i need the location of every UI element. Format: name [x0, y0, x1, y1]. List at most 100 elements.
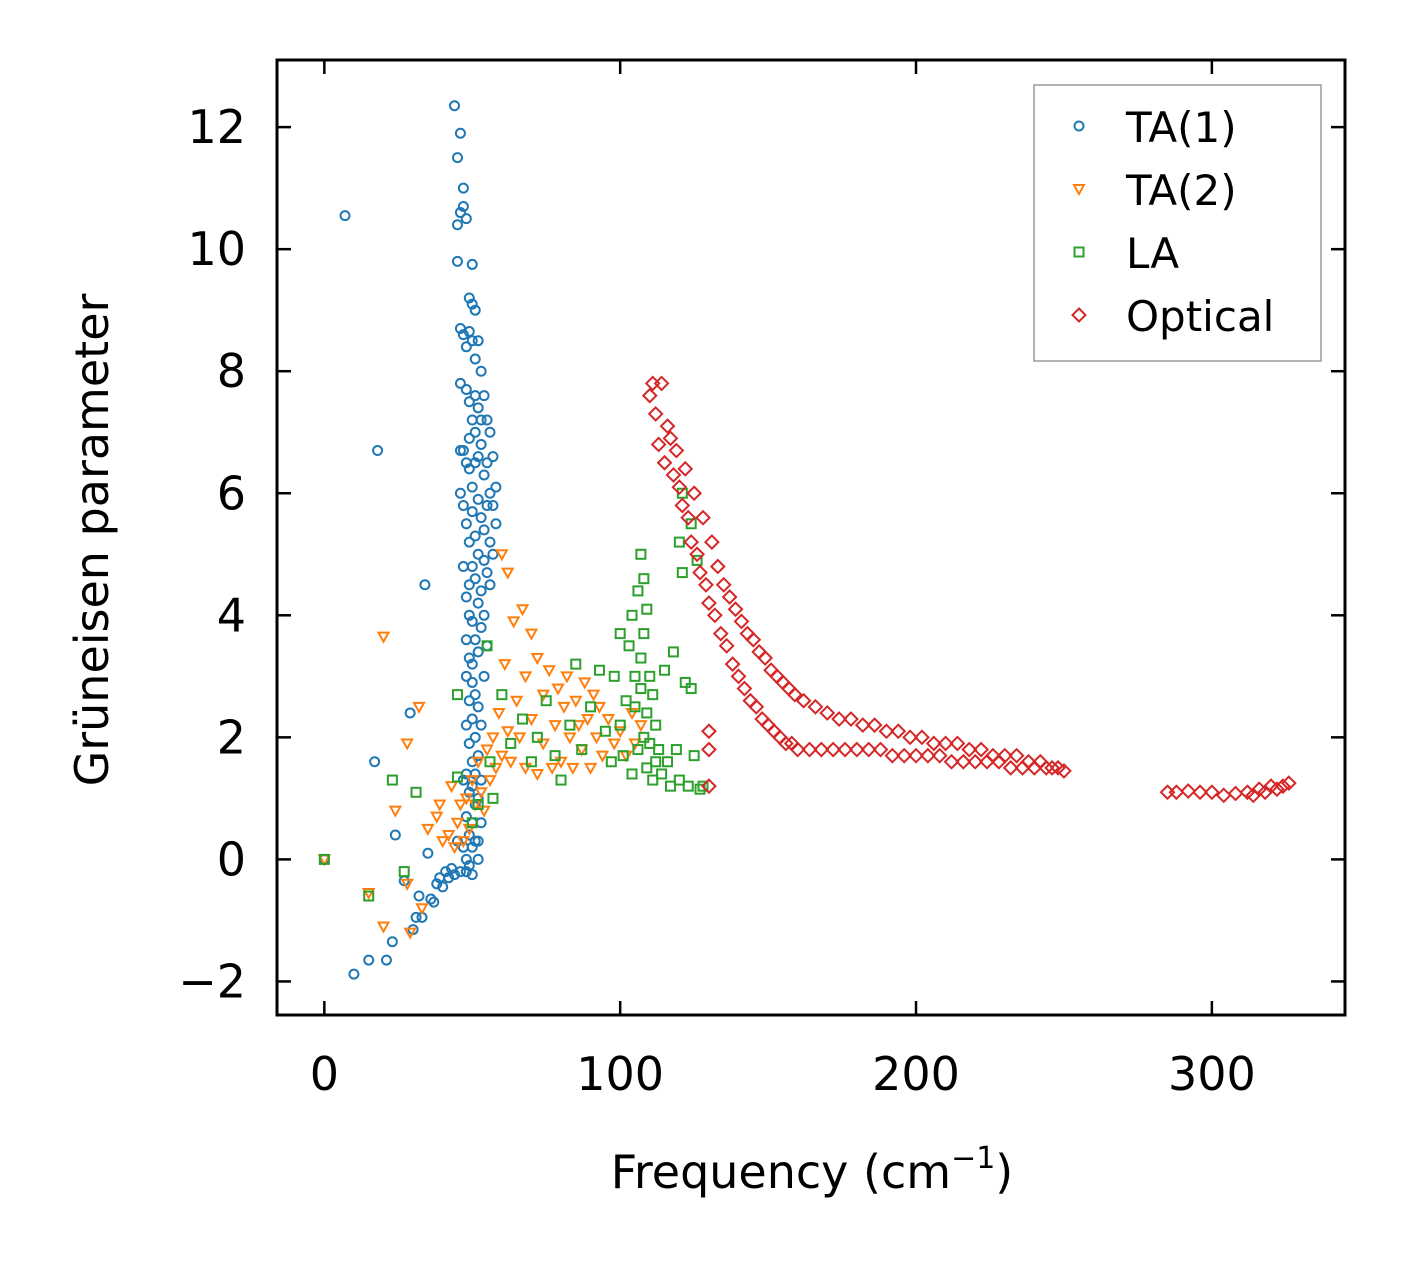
data-point	[795, 692, 812, 709]
data-point	[472, 451, 484, 463]
data-point	[902, 729, 919, 746]
data-point	[465, 775, 479, 788]
data-point	[474, 787, 488, 800]
data-point	[492, 707, 506, 720]
data-point	[433, 799, 447, 812]
x-axis-title-sup: −1	[951, 1141, 995, 1176]
data-point	[1038, 759, 1055, 776]
data-point	[495, 549, 509, 562]
data-point	[569, 695, 583, 708]
data-point	[629, 670, 641, 682]
data-point	[1168, 784, 1185, 801]
data-point	[475, 774, 487, 786]
data-point	[931, 747, 948, 764]
data-point	[466, 780, 478, 792]
data-point	[515, 604, 530, 617]
data-point	[662, 756, 674, 768]
data-point	[1180, 783, 1197, 799]
legend-markers	[1071, 120, 1087, 323]
data-point	[487, 548, 499, 560]
data-point	[388, 805, 403, 818]
legend: TA(1) TA(2) LA Optical	[1033, 84, 1322, 362]
data-point	[641, 762, 653, 774]
data-point	[545, 762, 559, 775]
data-point	[481, 457, 493, 469]
data-point	[389, 829, 401, 841]
data-point	[380, 954, 392, 966]
data-point	[706, 607, 723, 624]
data-point	[451, 689, 463, 701]
data-point	[1274, 778, 1291, 795]
data-point	[777, 735, 794, 752]
data-point	[453, 799, 468, 812]
x-tick-label: 0	[310, 1047, 339, 1101]
data-point	[509, 695, 524, 708]
data-point	[484, 536, 496, 548]
data-point	[469, 426, 481, 438]
data-point	[463, 463, 475, 475]
plot-frame	[275, 58, 1347, 1017]
data-point	[730, 668, 747, 685]
data-point	[577, 677, 592, 690]
data-point	[653, 375, 670, 392]
data-point	[647, 689, 659, 701]
data-point	[908, 747, 924, 764]
data-point	[961, 741, 978, 758]
data-point	[466, 713, 478, 725]
data-point	[454, 866, 466, 878]
data-point	[449, 100, 461, 112]
data-point	[478, 554, 490, 566]
data-point	[517, 713, 529, 725]
data-point	[403, 927, 417, 940]
data-point	[659, 418, 676, 435]
data-point	[490, 481, 502, 493]
data-point	[376, 921, 391, 934]
data-point	[422, 847, 434, 859]
data-point	[641, 603, 653, 615]
data-point	[554, 756, 568, 769]
data-point	[447, 842, 462, 855]
data-point	[463, 326, 475, 338]
data-point	[475, 585, 487, 597]
data-point	[548, 720, 562, 733]
data-point	[410, 786, 422, 798]
data-point	[1044, 759, 1061, 776]
data-point	[501, 726, 515, 739]
x-tick-label: 100	[576, 1047, 664, 1101]
data-point	[860, 741, 877, 758]
y-tick-label: 10	[187, 222, 246, 276]
y-tick-label: 8	[217, 344, 246, 398]
data-point	[1159, 784, 1176, 801]
data-point	[463, 695, 475, 707]
data-point	[457, 445, 469, 457]
x-axis-title-end: )	[995, 1145, 1013, 1199]
data-point	[505, 737, 517, 749]
data-point	[819, 705, 836, 721]
data-point	[650, 436, 667, 453]
data-point	[884, 747, 901, 764]
data-point	[454, 487, 466, 499]
data-point	[825, 741, 842, 758]
x-axis-title: Frequency (cm−1)	[611, 1141, 1014, 1199]
data-point	[831, 711, 848, 727]
data-point	[703, 534, 720, 550]
data-point	[599, 725, 611, 737]
data-point	[524, 628, 539, 641]
data-point	[668, 442, 685, 459]
data-point	[484, 487, 496, 499]
data-point	[481, 499, 493, 511]
data-point	[1203, 784, 1220, 801]
data-point	[475, 719, 487, 731]
data-point	[1280, 775, 1297, 792]
legend-label-la: LA	[1126, 229, 1179, 278]
data-point	[451, 219, 463, 231]
data-point	[460, 866, 472, 878]
data-point	[848, 741, 865, 758]
data-point	[463, 737, 475, 749]
data-point	[644, 670, 656, 682]
data-point	[339, 210, 351, 222]
data-point	[404, 707, 416, 719]
data-point	[701, 595, 717, 612]
data-point	[466, 841, 478, 853]
data-point	[542, 665, 556, 678]
